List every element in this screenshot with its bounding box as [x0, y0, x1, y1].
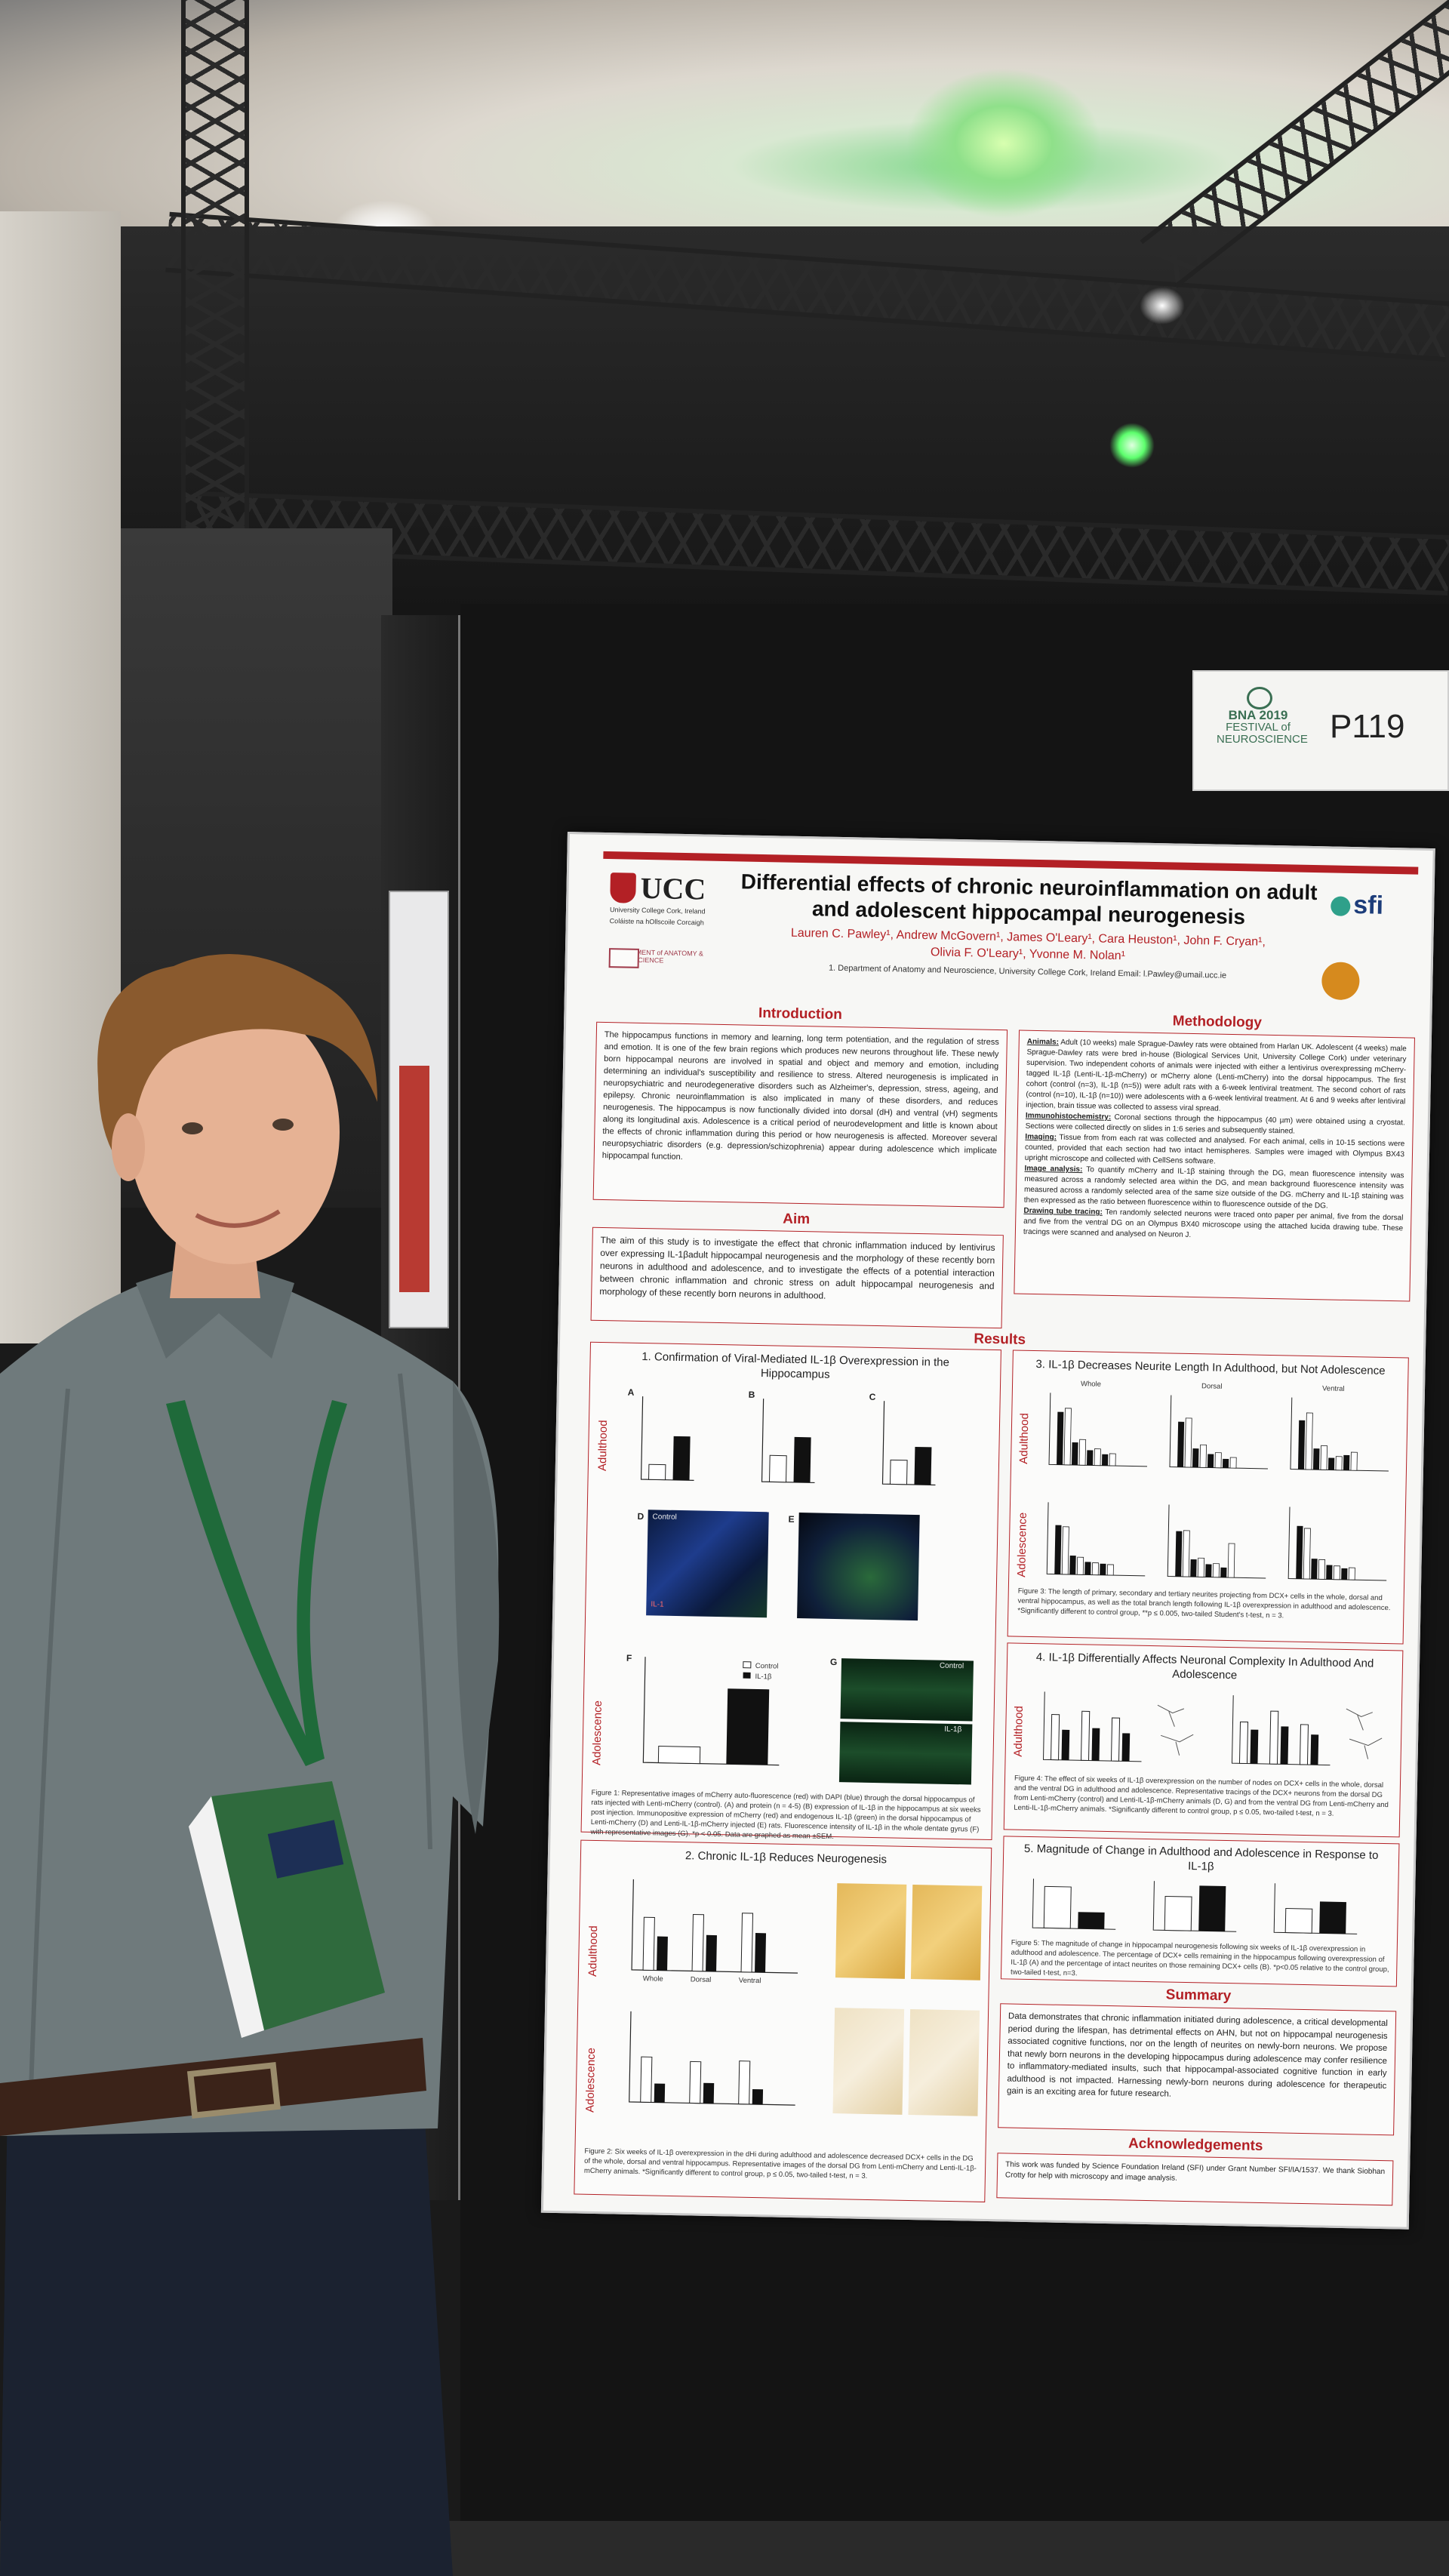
bna-festival-logo: BNA 2019 FESTIVAL of NEUROSCIENCE [1217, 708, 1308, 746]
poster-number-card: BNA 2019 FESTIVAL of NEUROSCIENCE P119 [1192, 670, 1449, 791]
micrograph-label-il1: IL-1 [651, 1600, 664, 1609]
conference-badge [211, 1781, 385, 2030]
figure-2-micrograph-adol-il1b [908, 2009, 980, 2116]
panel-letter-e: E [788, 1513, 795, 1525]
figure-4-adulthood-label: Adulthood [1011, 1705, 1026, 1757]
figure-2-micrograph-adult-control [835, 1883, 907, 1979]
white-spotlight [1140, 287, 1185, 325]
figure-3-group-ventral: Ventral [1321, 1384, 1345, 1393]
navy-trousers [0, 2083, 453, 2576]
figure-3-group-dorsal: Dorsal [1201, 1382, 1223, 1391]
panel-letter-d: D [637, 1510, 645, 1522]
face [128, 1000, 340, 1264]
figure-1-bar-charts-abc [640, 1396, 936, 1486]
poster-number: P119 [1330, 708, 1405, 745]
poster-title: Differential effects of chronic neuroinf… [740, 869, 1318, 929]
sfi-logo-icon [1331, 896, 1351, 916]
gray-shirt [0, 1276, 499, 2136]
left-eye [272, 1119, 294, 1131]
figure-1-panel: 1. Confirmation of Viral-Mediated IL-1β … [580, 1341, 1001, 1841]
brown-belt [0, 2038, 426, 2136]
department-logo: DEPARTMENT of ANATOMY & NEUROSCIENCE [608, 948, 715, 968]
methodology-text: Animals: Adult (10 weeks) male Sprague-D… [1014, 1029, 1415, 1302]
figure-5-bar-charts [1032, 1879, 1358, 1934]
ucc-logo: UCC University College Cork, Ireland Col… [609, 870, 706, 927]
figure-2-micrograph-adol-control [832, 2008, 905, 2115]
figure-5-title: 5. Magnitude of Change in Adulthood and … [1023, 1842, 1379, 1873]
figure-1-title: 1. Confirmation of Viral-Mediated IL-1β … [641, 1350, 950, 1381]
green-stage-light [906, 68, 1102, 219]
bna-logo-icon [1247, 687, 1272, 709]
figure-3-caption: Figure 3: The length of primary, seconda… [1017, 1587, 1391, 1620]
figure-3-bar-charts [1046, 1393, 1389, 1581]
figure-3-adolescence-label: Adolescence [1015, 1512, 1029, 1577]
figure-2-group-whole: Whole [642, 1974, 663, 1984]
aim-text: The aim of this study is to investigate … [590, 1226, 1004, 1329]
figure-4-panel: 4. IL-1β Differentially Affects Neuronal… [1003, 1642, 1404, 1838]
figure-2-title: 2. Chronic IL-1β Reduces Neurogenesis [685, 1849, 888, 1867]
right-eye [182, 1122, 203, 1134]
summary-text: Data demonstrates that chronic inflammat… [998, 2003, 1397, 2136]
figure-4-title: 4. IL-1β Differentially Affects Neuronal… [1035, 1651, 1374, 1682]
poster-header-bar [603, 851, 1419, 875]
micrograph-label-g-il1b: IL-1β [944, 1725, 962, 1734]
figure-2-group-ventral: Ventral [738, 1976, 761, 1986]
figure-2-caption: Figure 2: Six weeks of IL-1β overexpress… [583, 2147, 977, 2181]
figure-5-panel: 5. Magnitude of Change in Adulthood and … [1000, 1836, 1400, 1987]
left-ear [112, 1113, 145, 1181]
green-spotlight [1109, 423, 1155, 468]
belt-buckle [186, 2062, 281, 2119]
figure-4-caption: Figure 4: The effect of six weeks of IL-… [1014, 1774, 1389, 1818]
green-lanyard [166, 1400, 347, 1766]
adjacent-poster [389, 891, 449, 1328]
figure-3-group-whole: Whole [1080, 1380, 1102, 1389]
figure-1-micrograph-d [646, 1510, 769, 1618]
introduction-text: The hippocampus functions in memory and … [592, 1021, 1008, 1208]
figure-1-caption: Figure 1: Representative images of mCher… [590, 1788, 981, 1842]
figure-1-legend-control: Control [755, 1661, 779, 1671]
sfi-logo: sfi [1331, 890, 1383, 920]
smile [195, 1209, 281, 1228]
figure-2-group-dorsal: Dorsal [690, 1975, 712, 1984]
figure-1-bar-chart-f [642, 1657, 780, 1766]
poster-authors: Lauren C. Pawley¹, Andrew McGovern¹, Jam… [790, 926, 1266, 963]
figure-1-micrograph-e [797, 1513, 920, 1621]
figure-3-adulthood-label: Adulthood [1017, 1413, 1032, 1464]
research-poster: UCC University College Cork, Ireland Col… [540, 832, 1435, 2230]
figure-2-panel: 2. Chronic IL-1β Reduces Neurogenesis Ad… [574, 1839, 992, 2202]
left-wall [0, 211, 121, 1343]
figure-2-adulthood-label: Adulthood [586, 1925, 601, 1977]
micrograph-label-control: Control [652, 1513, 677, 1522]
acknowledgements-text: This work was funded by Science Foundati… [996, 2153, 1394, 2206]
figure-2-bar-charts [629, 1879, 798, 2106]
figure-1-adolescence-label: Adolescence [590, 1700, 605, 1766]
micrograph-label-g-control: Control [939, 1661, 964, 1671]
department-logo-icon [608, 948, 640, 968]
figure-4-bar-charts-and-tracings [1043, 1691, 1383, 1766]
presenter-person [0, 954, 500, 2576]
figure-3-panel: 3. IL-1β Decreases Neurite Length In Adu… [1007, 1350, 1409, 1645]
institute-logo-icon [1321, 962, 1360, 1001]
figure-5-caption: Figure 5: The magnitude of change in hip… [1010, 1938, 1389, 1978]
curly-hair [97, 954, 377, 1177]
figure-2-micrograph-adult-il1b [910, 1885, 983, 1980]
figure-1-legend-il1b: IL-1β [755, 1672, 772, 1682]
figure-3-title: 3. IL-1β Decreases Neurite Length In Adu… [1035, 1358, 1386, 1377]
panel-letter-g: G [829, 1656, 838, 1668]
figure-2-adolescence-label: Adolescence [583, 2047, 598, 2113]
ucc-crest-icon [610, 873, 636, 903]
